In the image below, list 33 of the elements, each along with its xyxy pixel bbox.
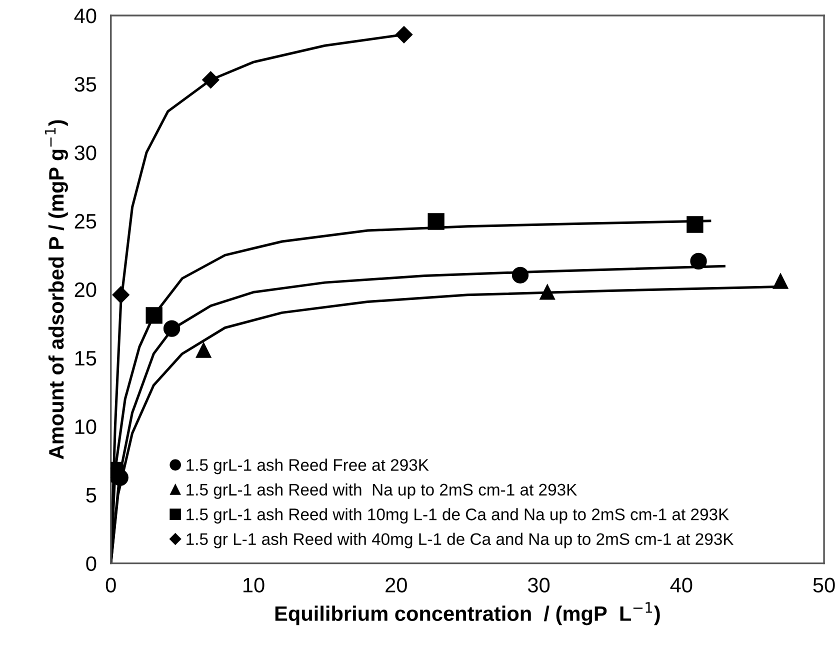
point xyxy=(395,26,413,44)
y-tick-label: 15 xyxy=(75,351,96,366)
point xyxy=(686,216,704,233)
x-tick-label: 20 xyxy=(386,578,407,593)
point xyxy=(112,286,130,304)
x-tick-label: 10 xyxy=(244,578,264,593)
x-tick-label: 50 xyxy=(813,578,835,593)
y-tick-label: 0 xyxy=(86,556,96,572)
point xyxy=(772,274,788,289)
point xyxy=(196,342,212,358)
y-tick-label: 20 xyxy=(74,282,96,298)
point xyxy=(512,266,529,284)
point xyxy=(146,307,162,324)
y-tick-label: 40 xyxy=(74,8,96,24)
x-tick-label: 0 xyxy=(106,578,116,593)
y-tick-label: 25 xyxy=(74,214,96,229)
x-tick-label: 40 xyxy=(670,578,692,593)
point xyxy=(163,320,180,337)
legend-label: 1.5 gr L-1 ash Reed with 40mg L-1 de Ca and Na up to 2mS cm-1 at 293K xyxy=(186,532,734,548)
legend-label: 1.5 grL-1 ash Reed with 10mg L-1 de Ca and Na up to 2mS cm-1 at 293K xyxy=(186,508,729,524)
point xyxy=(540,284,555,300)
y-tick-label: 30 xyxy=(74,145,96,160)
point xyxy=(690,252,707,270)
y-tick-label: 35 xyxy=(74,76,96,92)
x-tick-label: 30 xyxy=(528,578,550,593)
y-tick-label: 5 xyxy=(86,488,96,503)
point xyxy=(202,71,220,88)
y-axis-title: Amount of adsorbed P / (mgP g$^{−1}$) xyxy=(44,120,68,460)
y-tick-label: 10 xyxy=(75,419,96,434)
point xyxy=(428,213,444,230)
x-axis-title: Equilibrium concentration / (mgP L$^{−1}$) xyxy=(275,602,660,626)
legend-label: 1.5 grL-1 ash Reed with Na up to 2mS cm-1 at 293K xyxy=(186,483,578,499)
legend-label: 1.5 grL-1 ash Reed Free at 293K xyxy=(186,458,429,474)
